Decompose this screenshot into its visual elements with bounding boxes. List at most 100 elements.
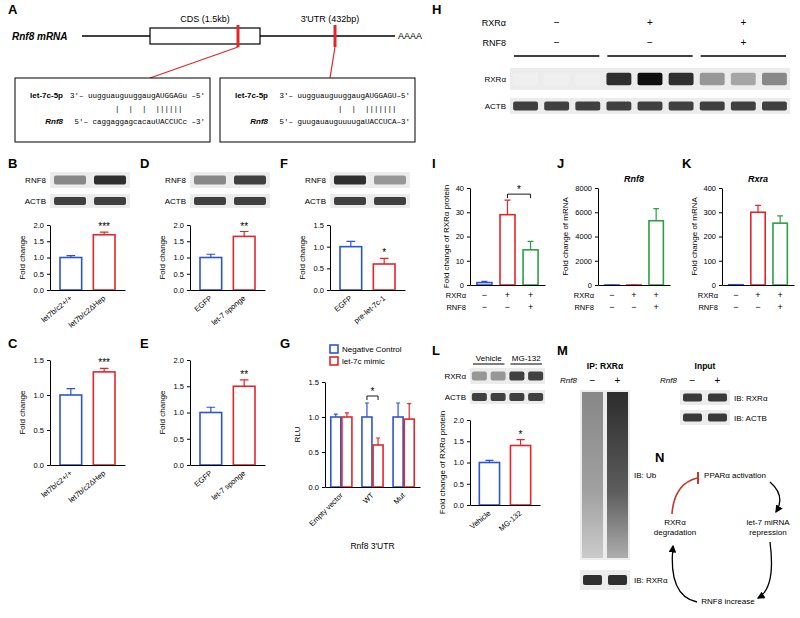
y-tick-mark <box>595 285 598 286</box>
y-tick: 1.5 <box>314 221 330 230</box>
input-title: Input <box>695 361 716 371</box>
x-tick-label: Mut <box>392 490 408 506</box>
condition-value: − <box>482 290 487 300</box>
blot-band <box>374 197 406 205</box>
x-tick: let-7 sponge <box>210 294 247 327</box>
x-axis-line <box>51 290 126 291</box>
y-tick-mark <box>327 247 330 248</box>
blot-band <box>509 393 524 401</box>
y-tick: 1.0 <box>174 408 190 417</box>
legend-label: Negative Control <box>342 345 402 354</box>
panel-label: G <box>280 336 290 351</box>
bar-chart: 0.00.51.01.52.0EGFPlet-7 sponge**Fold ch… <box>158 356 266 502</box>
y-axis-line <box>470 421 471 506</box>
error-bar <box>777 216 783 223</box>
y-axis: 0.00.51.01.52.0 <box>34 221 51 295</box>
y-axis-line <box>50 226 51 291</box>
bar <box>649 221 663 285</box>
y-tick-mark <box>467 420 470 421</box>
y-tick-label: 1.0 <box>34 391 44 400</box>
bar <box>373 445 383 487</box>
y-tick-label: 0.5 <box>309 448 319 457</box>
bar-chart: 02000400060008000Fold change of mRNARnf8… <box>561 174 671 312</box>
error-bar <box>334 414 338 417</box>
marks <box>340 241 395 290</box>
condition-value: + <box>647 17 653 28</box>
blot-band <box>700 73 725 85</box>
diagram-arrow <box>758 542 772 598</box>
western-blot: RNF8ACTB <box>165 172 270 208</box>
y-axis-line <box>330 226 331 291</box>
blot-band <box>575 102 600 111</box>
ip-blot: IP: RXRαRnf8−+IB: UbIB: RXRαInputRnf8−+I… <box>560 361 768 590</box>
y-tick: 1.0 <box>34 391 50 400</box>
x-axis-line <box>191 465 266 466</box>
blot-band <box>544 102 569 111</box>
target-name: Rnf8 <box>45 117 63 126</box>
y-axis: 0.00.51.01.5 <box>314 221 331 295</box>
error-bar <box>345 413 349 417</box>
y-axis: 010203040 <box>456 184 471 290</box>
y-tick: 1.5 <box>34 237 50 246</box>
bar <box>751 212 765 285</box>
y-tick-mark <box>187 386 190 387</box>
error-bar <box>207 254 216 257</box>
blot-header-line <box>511 364 543 365</box>
y-tick-mark <box>327 225 330 226</box>
y-tick: 0.0 <box>309 483 325 492</box>
x-axis: VehicleMG-132 <box>468 506 540 533</box>
panel-label: H <box>432 2 441 17</box>
marks <box>605 209 664 285</box>
y-tick-label: 0 <box>588 281 592 290</box>
y-tick: 0.0 <box>174 461 190 470</box>
y-tick-mark <box>719 237 722 238</box>
x-tick: Mut <box>392 490 408 506</box>
y-tick-label: 2.0 <box>174 356 184 365</box>
blot-row-label: ACTB <box>165 197 186 206</box>
error-bar <box>653 209 659 221</box>
y-tick-mark <box>327 290 330 291</box>
diagram-arrow <box>672 546 697 602</box>
x-tick: EGFP <box>332 294 353 314</box>
condition-value: + <box>755 290 760 300</box>
y-tick-mark <box>595 212 598 213</box>
condition-value: − <box>554 17 560 28</box>
ip-lane: − <box>590 375 596 386</box>
bar <box>773 223 787 285</box>
y-tick-label: 1.0 <box>309 413 319 422</box>
blot-background <box>580 570 630 590</box>
blot-band <box>606 102 631 111</box>
bar <box>404 419 414 487</box>
y-tick-mark <box>467 463 470 464</box>
western-blot: RXRαACTBVehicleMG-132 <box>444 354 545 404</box>
x-tick-label: pre-let-7c-1 <box>352 294 387 326</box>
blot-band <box>638 102 663 111</box>
condition-value: − <box>482 302 487 312</box>
blot-background <box>470 368 545 384</box>
significance: ** <box>240 369 248 380</box>
y-tick-mark <box>467 188 470 189</box>
target-name: Rnf8 <box>250 117 268 126</box>
y-tick-mark <box>47 241 50 242</box>
y-tick: 2.0 <box>454 416 470 425</box>
bar <box>500 215 515 285</box>
y-tick: 2.0 <box>34 221 50 230</box>
y-axis: 0.00.51.01.52.0 <box>174 356 191 470</box>
error-bar <box>755 205 761 212</box>
x-tick-label: MG-132 <box>497 509 524 533</box>
bar <box>93 235 115 290</box>
condition-value: + <box>654 302 659 312</box>
y-tick-mark <box>595 237 598 238</box>
condition-name: RNF8 <box>698 303 718 312</box>
y-tick: 1.5 <box>174 382 190 391</box>
y-tick-label: 0 <box>460 281 464 290</box>
legend-swatch <box>330 357 338 365</box>
y-tick-mark <box>187 439 190 440</box>
bar-chart: 010203040*Fold change of RXRα proteinRXR… <box>442 184 546 312</box>
y-tick-mark <box>719 212 722 213</box>
y-tick: 1.0 <box>309 413 325 422</box>
panel-label: F <box>280 156 288 171</box>
diagram-inhibition <box>672 478 697 514</box>
y-tick-mark <box>595 261 598 262</box>
ub-smear <box>582 392 603 558</box>
